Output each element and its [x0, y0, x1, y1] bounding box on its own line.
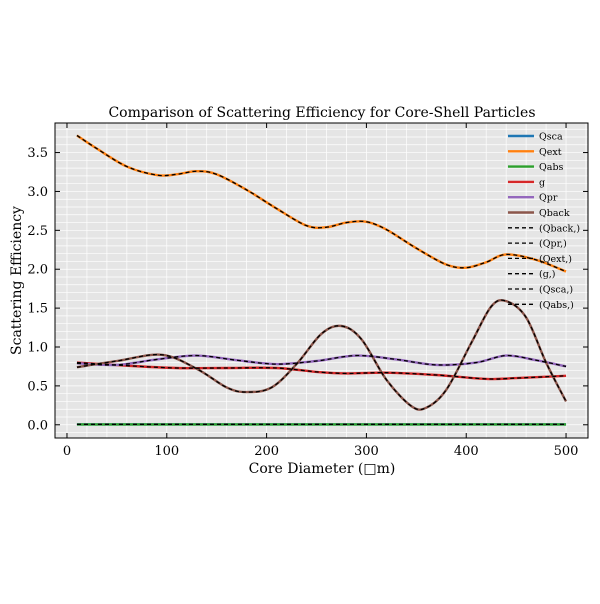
legend: Qsca Qext Qabs g Qpr Qback (Qback,) (Qpr,) (Qext…	[508, 132, 580, 311]
plot-frame	[54, 122, 589, 439]
y-tick-label: 0.0	[27, 418, 48, 433]
y-tick-label: 2.5	[27, 224, 48, 239]
x-tick-label: 300	[354, 444, 379, 459]
y-tick-label: 3.5	[27, 146, 48, 161]
legend-label: Qext	[539, 147, 562, 158]
x-tick-label: 400	[454, 444, 479, 459]
legend-label: Qsca	[539, 132, 563, 143]
legend-label: (g,)	[539, 269, 556, 280]
y-tick-label: 1.5	[27, 302, 48, 317]
legend-label: Qpr	[539, 193, 558, 204]
x-tick-label: 0	[63, 444, 71, 459]
series-dashed-g	[76, 361, 567, 380]
legend-label: (Qsca,)	[539, 285, 573, 296]
legend-label: (Qabs,)	[539, 300, 574, 311]
x-axis-label: Core Diameter (□m)	[249, 461, 396, 477]
x-tick-label: 500	[554, 444, 579, 459]
y-tick-label: 2.0	[27, 263, 48, 278]
series-dashed-qback	[76, 299, 567, 411]
x-tick-label: 200	[254, 444, 279, 459]
series-dashed-qext	[76, 134, 567, 273]
legend-label: (Qext,)	[539, 254, 572, 265]
axis-ticks: 0 100 200 300 400 500 0.0 0.5 1.0 1.5 2.0 2.5 3.0 3.5	[27, 123, 588, 459]
y-axis-label: Scattering Efficiency	[9, 206, 25, 355]
series-dashed-qpr	[76, 354, 567, 368]
y-tick-label: 0.5	[27, 379, 48, 394]
legend-label: Qback	[539, 208, 570, 219]
y-tick-label: 3.0	[27, 185, 48, 200]
y-tick-label: 1.0	[27, 341, 48, 356]
chart-title: Comparison of Scattering Efficiency for …	[108, 105, 535, 121]
legend-label: (Qpr,)	[539, 239, 567, 250]
legend-label: Qabs	[539, 162, 564, 173]
legend-label: (Qback,)	[539, 223, 580, 234]
legend-label: g	[539, 177, 545, 188]
x-tick-label: 100	[154, 444, 179, 459]
series-lines	[76, 134, 568, 426]
plot-area	[55, 123, 588, 438]
